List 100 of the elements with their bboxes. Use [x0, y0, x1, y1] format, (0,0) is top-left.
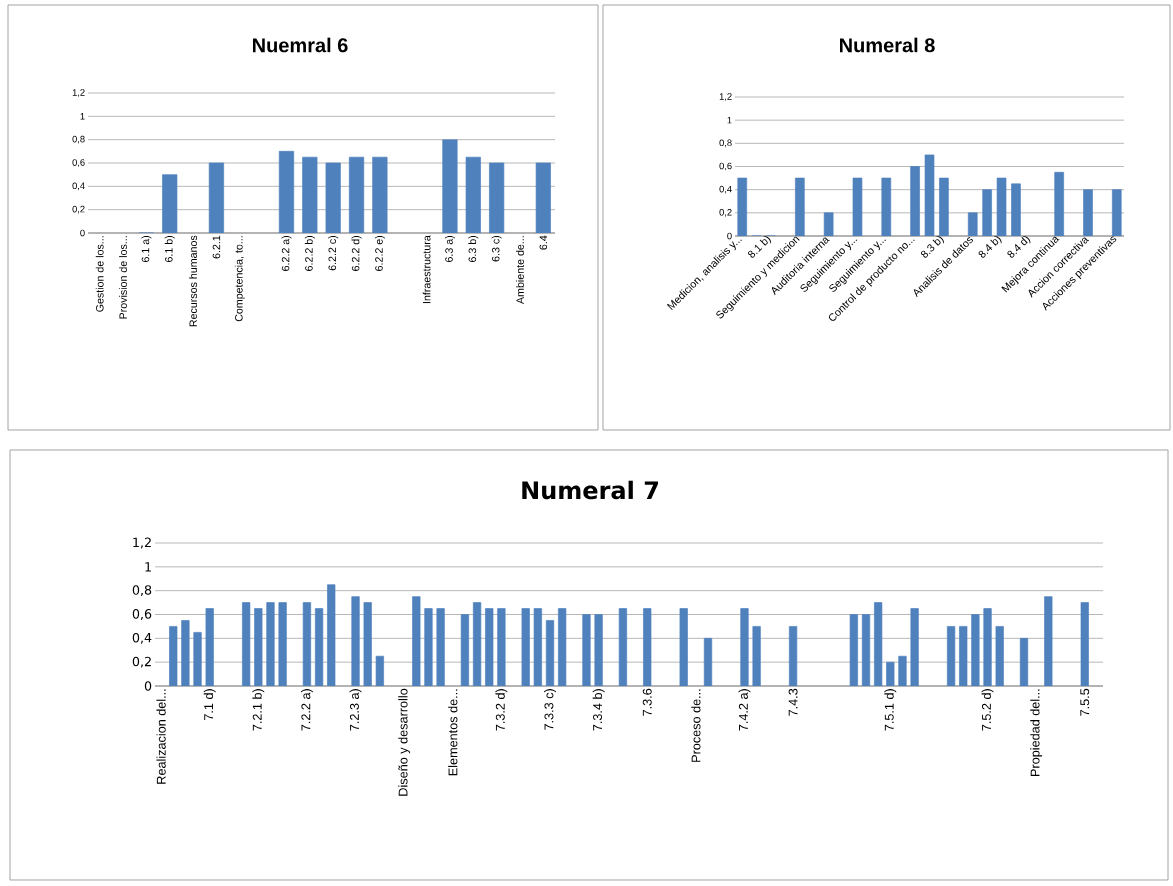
y-tick-label: 1: [145, 562, 151, 572]
bar: [351, 596, 360, 686]
y-tick-label: 0,2: [719, 208, 732, 217]
bar: [849, 614, 858, 686]
x-tick-label: 6.2.2 c): [328, 235, 339, 271]
bar: [521, 608, 530, 686]
bar: [959, 626, 968, 686]
bar: [242, 602, 251, 686]
bar: [302, 156, 318, 233]
y-tick-label: 1: [727, 116, 732, 124]
x-tick-label: 8.4 b): [978, 235, 1002, 258]
y-tick-label: 0,8: [719, 139, 732, 148]
bar: [424, 608, 433, 686]
bar: [983, 608, 992, 686]
bar: [162, 174, 178, 233]
y-tick-label: 1,2: [72, 89, 85, 97]
y-tick-label: 0: [80, 229, 85, 237]
bar: [278, 602, 287, 686]
x-tick-label: Elementos de...: [448, 689, 458, 776]
x-tick-label: 7.5.5: [1080, 688, 1090, 716]
x-tick-label: 6.4: [539, 235, 548, 250]
x-tick-label: Diseño y desarrollo: [398, 688, 411, 796]
bar: [1080, 602, 1089, 686]
bar: [193, 632, 202, 686]
y-tick-label: 0: [727, 232, 732, 240]
bar: [278, 150, 295, 233]
x-tick-label: 7.3.4 b): [592, 689, 605, 731]
bar: [582, 614, 591, 686]
bar: [205, 608, 214, 686]
y-tick-label: 0,4: [719, 185, 732, 194]
bar: [497, 608, 506, 686]
x-tick-label: Realizacion del...: [156, 689, 166, 784]
x-tick-label: Ambiente de...: [516, 236, 524, 305]
bar: [325, 162, 341, 233]
bar: [703, 638, 713, 686]
bar: [460, 614, 470, 686]
x-tick-label: 6.2.1: [212, 235, 221, 259]
bar: [375, 655, 384, 686]
bar: [618, 608, 628, 686]
bar: [208, 162, 225, 233]
y-tick-label: 0,2: [72, 205, 85, 214]
y-tick-label: 0,8: [132, 585, 152, 597]
bar: [412, 596, 421, 686]
bar: [181, 620, 190, 686]
x-tick-label: 6.3 b): [468, 235, 479, 262]
bar: [485, 608, 494, 686]
x-tick-label: 6.2.2 e): [374, 235, 385, 271]
bar: [348, 156, 365, 233]
bar: [363, 602, 372, 686]
x-tick-label: 7.3.2 d): [495, 689, 508, 731]
x-tick-label: 7.3.3 c): [544, 689, 556, 730]
bar: [442, 139, 458, 233]
bar: [995, 626, 1004, 686]
bar: [535, 162, 551, 233]
x-tick-label: 7.2.3 a): [349, 689, 362, 731]
bar: [740, 608, 749, 686]
bar: [489, 162, 505, 233]
bar: [643, 608, 652, 686]
x-tick-label: 6.3 a): [444, 235, 455, 262]
x-tick-label: Infraestructura: [422, 235, 431, 304]
bar: [874, 602, 883, 686]
x-tick-label: 6.2.2 d): [351, 235, 362, 271]
y-tick-label: 0,4: [132, 632, 152, 644]
bar: [533, 608, 542, 686]
y-tick-label: 0,4: [72, 182, 85, 191]
bar: [861, 614, 871, 686]
bar: [910, 608, 919, 686]
x-tick-label: 6.1 b): [164, 235, 175, 262]
x-tick-label: 7.5.2 d): [981, 689, 994, 731]
bar: [752, 626, 761, 686]
bar: [472, 602, 482, 686]
bar: [302, 602, 312, 686]
x-tick-label: 6.3 c): [491, 235, 502, 262]
x-tick-label: Proceso de...: [691, 689, 701, 762]
x-tick-label: Gestion de los...: [95, 236, 104, 312]
bar: [545, 620, 555, 686]
y-tick-label: 0: [144, 681, 152, 691]
bar: [436, 608, 445, 686]
chart-title: Numeral 7: [522, 480, 658, 500]
x-tick-label: Provision de los...: [119, 236, 127, 319]
x-tick-label: 7.4.3: [788, 688, 798, 716]
bar: [1044, 596, 1053, 686]
y-tick-label: 1,2: [133, 537, 151, 549]
bar: [788, 626, 798, 686]
bar: [971, 614, 980, 686]
bar: [558, 608, 567, 686]
x-tick-label: Propiedad del...: [1030, 689, 1043, 776]
bar: [1019, 638, 1029, 686]
x-tick-label: 7.4.2 a): [738, 689, 751, 731]
x-tick-label: 7.2.1 b): [252, 689, 265, 731]
x-tick-label: 7.3.6: [642, 688, 652, 716]
chart-title: Nuemral 6: [252, 37, 348, 53]
x-tick-label: Competencia, to...: [234, 236, 245, 322]
y-tick-label: 1: [80, 113, 85, 120]
bar: [465, 156, 481, 233]
y-tick-label: 0,8: [72, 135, 85, 144]
x-tick-label: 6.2.2 a): [281, 235, 292, 271]
y-tick-label: 0,6: [132, 609, 152, 620]
x-tick-label: 6.1 a): [141, 235, 152, 262]
x-tick-label: 6.2.2 b): [304, 235, 315, 271]
